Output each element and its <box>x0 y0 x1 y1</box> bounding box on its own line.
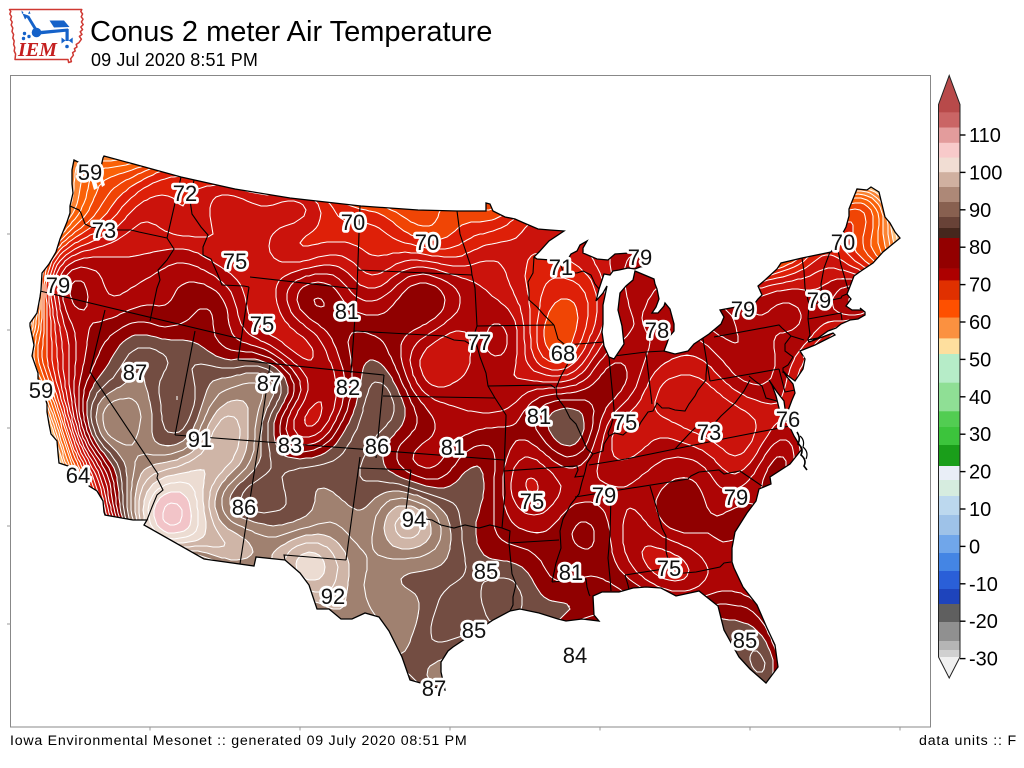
svg-text:75: 75 <box>657 556 681 581</box>
svg-text:79: 79 <box>807 288 831 313</box>
svg-text:79: 79 <box>592 483 616 508</box>
svg-text:90: 90 <box>969 200 991 222</box>
svg-text:IEM: IEM <box>17 39 58 61</box>
svg-text:82: 82 <box>336 375 360 400</box>
svg-text:60: 60 <box>969 312 991 334</box>
svg-text:70: 70 <box>341 210 365 235</box>
svg-text:85: 85 <box>733 628 757 653</box>
svg-text:87: 87 <box>422 676 446 701</box>
svg-text:79: 79 <box>724 485 748 510</box>
svg-text:77: 77 <box>467 330 491 355</box>
svg-text:87: 87 <box>123 360 147 385</box>
svg-text:59: 59 <box>78 160 102 185</box>
svg-text:30: 30 <box>969 424 991 446</box>
svg-text:94: 94 <box>402 507 426 532</box>
svg-text:100: 100 <box>969 162 1002 184</box>
svg-text:71: 71 <box>549 255 573 280</box>
svg-text:79: 79 <box>628 245 652 270</box>
svg-text:-20: -20 <box>969 611 998 633</box>
svg-text:40: 40 <box>969 387 991 409</box>
svg-text:10: 10 <box>969 499 991 521</box>
svg-text:78: 78 <box>645 318 669 343</box>
svg-text:81: 81 <box>559 560 583 585</box>
svg-text:73: 73 <box>697 420 721 445</box>
svg-text:-10: -10 <box>969 574 998 596</box>
svg-text:85: 85 <box>474 559 498 584</box>
svg-text:91: 91 <box>188 427 212 452</box>
svg-text:87: 87 <box>257 371 281 396</box>
svg-text:50: 50 <box>969 349 991 371</box>
svg-text:81: 81 <box>527 404 551 429</box>
svg-text:-30: -30 <box>969 649 998 671</box>
svg-text:92: 92 <box>321 584 345 609</box>
svg-text:86: 86 <box>232 495 256 520</box>
svg-text:76: 76 <box>776 407 800 432</box>
svg-text:75: 75 <box>613 410 637 435</box>
svg-text:86: 86 <box>365 434 389 459</box>
svg-text:79: 79 <box>731 297 755 322</box>
svg-text:83: 83 <box>278 433 302 458</box>
svg-text:79: 79 <box>46 273 70 298</box>
svg-text:70: 70 <box>969 275 991 297</box>
svg-text:73: 73 <box>92 218 116 243</box>
svg-text:85: 85 <box>462 618 486 643</box>
svg-text:81: 81 <box>441 435 465 460</box>
svg-text:20: 20 <box>969 462 991 484</box>
svg-text:0: 0 <box>969 536 980 558</box>
svg-text:72: 72 <box>173 181 197 206</box>
svg-text:75: 75 <box>520 489 544 514</box>
svg-text:70: 70 <box>831 230 855 255</box>
svg-text:59: 59 <box>29 378 53 403</box>
svg-text:75: 75 <box>223 249 247 274</box>
svg-text:81: 81 <box>335 299 359 324</box>
svg-text:64: 64 <box>66 463 90 488</box>
svg-text:68: 68 <box>551 341 575 366</box>
svg-text:75: 75 <box>250 312 274 337</box>
svg-text:70: 70 <box>415 230 439 255</box>
svg-text:84: 84 <box>563 643 587 668</box>
svg-text:110: 110 <box>969 125 1001 147</box>
svg-text:80: 80 <box>969 237 991 259</box>
